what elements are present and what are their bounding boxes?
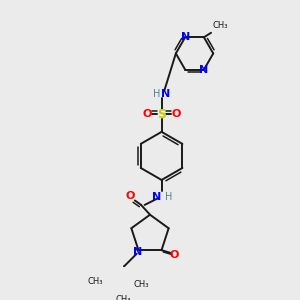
Text: O: O (169, 250, 179, 260)
Text: CH₃: CH₃ (87, 277, 103, 286)
Text: N: N (133, 247, 142, 257)
Text: O: O (126, 191, 135, 201)
Text: N: N (152, 192, 161, 202)
Text: CH₃: CH₃ (133, 280, 148, 290)
Text: CH₃: CH₃ (213, 21, 228, 30)
Text: O: O (142, 109, 152, 119)
Text: S: S (157, 107, 166, 121)
Text: N: N (161, 89, 171, 99)
Text: O: O (171, 109, 181, 119)
Text: H: H (165, 192, 172, 202)
Text: H: H (153, 89, 161, 99)
Text: N: N (199, 65, 208, 75)
Text: CH₃: CH₃ (116, 295, 131, 300)
Text: N: N (181, 32, 190, 42)
